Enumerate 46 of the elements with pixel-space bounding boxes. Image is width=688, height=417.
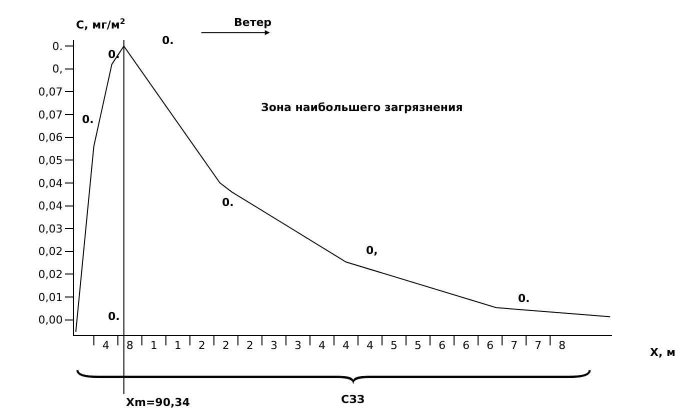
x-tick-label: 2	[198, 339, 206, 352]
x-tick-label: 7	[534, 339, 542, 352]
y-tick-label: 0,07	[38, 86, 63, 99]
y-tick-label: 0.	[52, 40, 63, 53]
x-axis-title: X, м	[650, 346, 676, 359]
y-axis-title: C, мг/м$^{2}$	[76, 17, 126, 32]
x-tick-label: 3	[294, 339, 302, 352]
y-tick-label: 0,04	[38, 176, 63, 190]
x-tick-label: 8	[126, 339, 134, 352]
x-tick-label: 4	[318, 339, 326, 352]
x-tick-label: 2	[222, 339, 230, 352]
x-tick-label: 6	[438, 339, 446, 352]
y-tick-label: 0,02	[38, 268, 63, 282]
x-tick-label: 7	[510, 339, 518, 352]
x-tick-label: 3	[270, 339, 278, 352]
annotation: 0,	[366, 244, 378, 257]
y-tick-label: 0,04	[38, 200, 63, 213]
annotation: Зона наибольшего загрязнения	[261, 101, 463, 114]
x-tick-label: 4	[342, 339, 350, 352]
annotation: 0.	[162, 34, 174, 47]
x-tick-label: 6	[486, 339, 494, 352]
x-tick-label: 6	[462, 339, 470, 352]
annotation: 0.	[108, 48, 120, 61]
y-tick-label: 0,05	[38, 154, 63, 167]
x-tick-label: 8	[558, 339, 566, 352]
x-tick-label: 2	[246, 339, 254, 352]
x-tick-label: 4	[102, 339, 110, 352]
text: Xm=90,34	[126, 396, 190, 409]
annotation: 0.	[108, 310, 120, 323]
y-tick-label: 0,01	[38, 290, 63, 304]
text: СЗЗ	[341, 393, 365, 406]
x-tick-label: 4	[366, 339, 374, 352]
x-tick-label: 1	[150, 339, 158, 352]
x-tick-label: 5	[390, 339, 398, 352]
annotation: 0.	[82, 113, 94, 126]
y-tick-label: 0,00	[38, 314, 63, 327]
y-tick-label: 0,03	[38, 222, 63, 236]
x-tick-label: 1	[174, 339, 182, 352]
x-tick-label: 5	[414, 339, 422, 352]
text: Ветер	[234, 16, 272, 29]
annotation: 0.	[222, 196, 234, 209]
y-tick-label: 0,02	[38, 245, 63, 258]
y-tick-label: 0,06	[38, 131, 63, 144]
y-tick-label: 0,	[52, 62, 63, 76]
y-tick-label: 0,07	[38, 108, 63, 122]
annotation: 0.	[518, 292, 530, 305]
